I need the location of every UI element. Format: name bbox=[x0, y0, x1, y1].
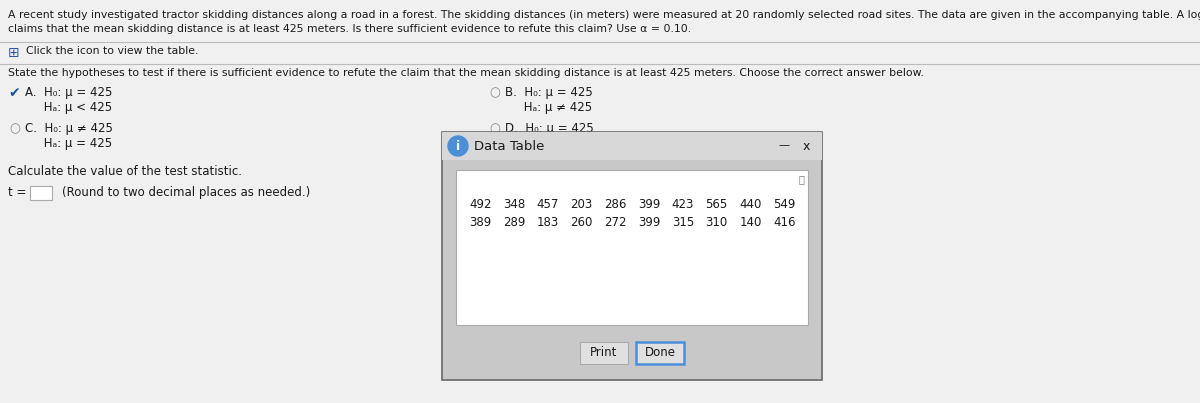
Text: ○: ○ bbox=[490, 86, 500, 99]
Text: i: i bbox=[456, 139, 460, 152]
Bar bbox=[30, 186, 52, 200]
Text: 565: 565 bbox=[706, 198, 728, 211]
Text: 260: 260 bbox=[570, 216, 593, 229]
Text: 310: 310 bbox=[706, 216, 728, 229]
Text: Data Table: Data Table bbox=[474, 140, 545, 153]
Text: State the hypotheses to test if there is sufficient evidence to refute the claim: State the hypotheses to test if there is… bbox=[8, 68, 924, 78]
Text: Print: Print bbox=[590, 347, 618, 359]
Text: Done: Done bbox=[644, 347, 676, 359]
Text: D.  H₀: μ = 425: D. H₀: μ = 425 bbox=[505, 122, 594, 135]
Text: ⊞: ⊞ bbox=[8, 46, 19, 60]
Text: 389: 389 bbox=[469, 216, 491, 229]
Text: 315: 315 bbox=[672, 216, 694, 229]
Text: Hₐ: μ = 425: Hₐ: μ = 425 bbox=[25, 137, 112, 150]
Text: Click the icon to view the table.: Click the icon to view the table. bbox=[26, 46, 198, 56]
Text: 399: 399 bbox=[638, 198, 660, 211]
Text: Calculate the value of the test statistic.: Calculate the value of the test statisti… bbox=[8, 165, 242, 178]
Text: —: — bbox=[779, 140, 790, 150]
Text: ✔: ✔ bbox=[8, 86, 19, 100]
Text: (Round to two decimal places as needed.): (Round to two decimal places as needed.) bbox=[62, 186, 311, 199]
Text: 399: 399 bbox=[638, 216, 660, 229]
Text: Hₐ: μ < 425: Hₐ: μ < 425 bbox=[25, 101, 112, 114]
Text: 183: 183 bbox=[536, 216, 559, 229]
Text: 140: 140 bbox=[739, 216, 762, 229]
Text: A.  H₀: μ = 425: A. H₀: μ = 425 bbox=[25, 86, 113, 99]
Text: ⎗: ⎗ bbox=[798, 174, 804, 184]
Text: ○: ○ bbox=[10, 122, 20, 135]
Text: Hₐ: μ ≠ 425: Hₐ: μ ≠ 425 bbox=[505, 101, 592, 114]
Text: x: x bbox=[803, 140, 810, 153]
Text: B.  H₀: μ = 425: B. H₀: μ = 425 bbox=[505, 86, 593, 99]
Bar bbox=[442, 132, 822, 160]
Text: C.  H₀: μ ≠ 425: C. H₀: μ ≠ 425 bbox=[25, 122, 113, 135]
Text: 289: 289 bbox=[503, 216, 526, 229]
Text: 423: 423 bbox=[672, 198, 694, 211]
Text: 416: 416 bbox=[773, 216, 796, 229]
Text: A recent study investigated tractor skidding distances along a road in a forest.: A recent study investigated tractor skid… bbox=[8, 10, 1200, 20]
Text: 549: 549 bbox=[773, 198, 796, 211]
Text: ○: ○ bbox=[490, 122, 500, 135]
Text: 492: 492 bbox=[469, 198, 491, 211]
Text: 286: 286 bbox=[604, 198, 626, 211]
Text: 272: 272 bbox=[604, 216, 626, 229]
Text: 203: 203 bbox=[570, 198, 593, 211]
Bar bbox=[456, 170, 808, 325]
Bar bbox=[580, 342, 628, 364]
Bar bbox=[636, 342, 684, 364]
Text: claims that the mean skidding distance is at least 425 meters. Is there sufficie: claims that the mean skidding distance i… bbox=[8, 24, 691, 34]
Text: t =: t = bbox=[8, 186, 26, 199]
Text: 348: 348 bbox=[503, 198, 526, 211]
Text: 457: 457 bbox=[536, 198, 559, 211]
Bar bbox=[442, 132, 822, 380]
Text: 440: 440 bbox=[739, 198, 762, 211]
Circle shape bbox=[448, 136, 468, 156]
